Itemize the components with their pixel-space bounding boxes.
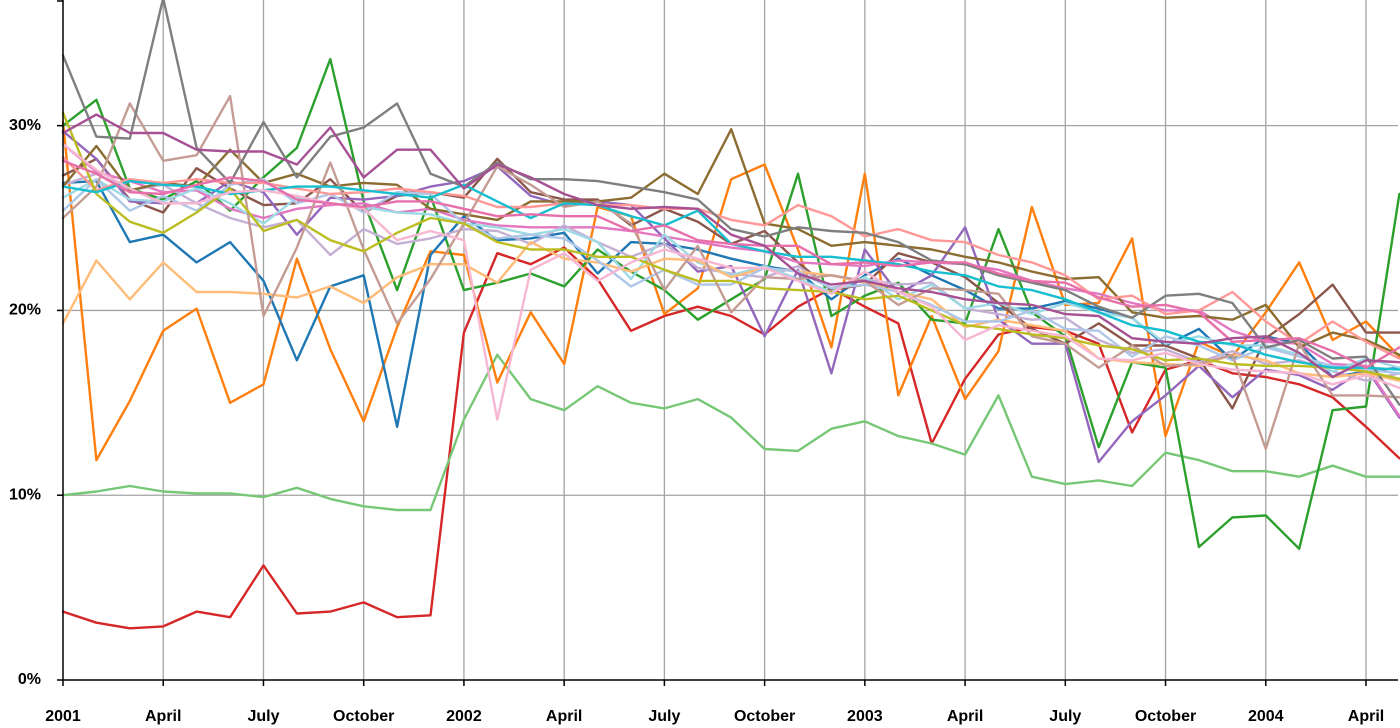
x-tick-label: October <box>734 708 795 725</box>
y-tick-label: 30% <box>9 117 41 134</box>
x-tick-label: July <box>1049 708 1081 725</box>
series-line-20 <box>61 159 1400 369</box>
series-line-21 <box>61 113 1400 379</box>
series-line-8 <box>61 142 1400 417</box>
x-tick-label: 2004 <box>1248 708 1284 725</box>
x-tick-label: July <box>648 708 680 725</box>
x-tick-label: April <box>1348 708 1384 725</box>
x-tick-label: October <box>333 708 394 725</box>
series-line-15 <box>61 94 1400 451</box>
y-axis-tick-labels: 0% 10% 20% 30% <box>9 117 41 688</box>
x-tick-label: July <box>247 708 279 725</box>
x-tick-label: October <box>1135 708 1196 725</box>
x-tick-label: 2003 <box>847 708 883 725</box>
x-tick-label: April <box>546 708 582 725</box>
series-line-1 <box>61 246 1400 630</box>
x-tick-label: 2001 <box>45 708 81 725</box>
x-axis-tick-labels: 2001 April July October 2002 April July October… <box>45 708 1384 725</box>
series-layer <box>61 0 1400 630</box>
series-line-17 <box>61 111 1400 380</box>
series-line-10 <box>61 128 1400 356</box>
series-line-7 <box>61 130 1400 464</box>
y-tick-label: 10% <box>9 486 41 503</box>
series-line-3 <box>61 120 1400 462</box>
x-tick-label: 2002 <box>446 708 482 725</box>
y-tick-label: 20% <box>9 302 41 319</box>
grid <box>63 0 1398 680</box>
axes <box>57 0 1398 686</box>
y-tick-label: 0% <box>18 671 41 688</box>
x-tick-label: April <box>145 708 181 725</box>
x-tick-label: April <box>947 708 983 725</box>
series-line-13 <box>61 178 1400 375</box>
series-line-2 <box>61 353 1400 512</box>
